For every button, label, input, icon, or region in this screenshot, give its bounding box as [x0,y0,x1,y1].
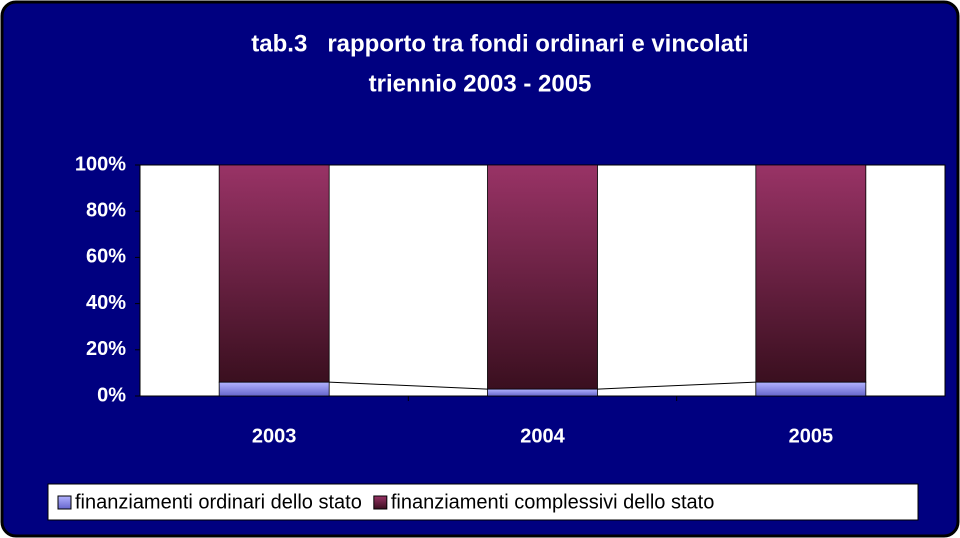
y-tick-label: 20% [86,338,126,360]
y-tick-label: 60% [86,246,126,268]
bar-segment [218,164,330,383]
x-tick-label: 2005 [789,425,834,447]
legend-label: finanziamenti complessivi dello stato [391,491,715,513]
series-line [329,381,488,390]
y-tick-label: 0% [97,384,126,406]
legend-marker [373,495,388,510]
y-tick-label: 40% [86,292,126,314]
y-tick-label: 100% [75,153,126,175]
x-tick-label: 2004 [520,425,565,447]
legend-marker [57,495,72,510]
bar-segment [755,381,867,397]
chart-title: tab.3 rapporto tra fondi ordinari e vinc… [251,30,748,57]
bar-segment [755,164,867,383]
y-tick-label: 80% [86,199,126,221]
bar-segment [487,164,598,390]
chart-subtitle: triennio 2003 - 2005 [369,70,592,97]
legend [47,483,919,521]
series-line [597,381,756,390]
legend-label: finanziamenti ordinari dello stato [75,491,362,513]
bar-segment [218,381,330,397]
bar-segment [487,388,598,397]
x-tick-label: 2003 [252,425,297,447]
